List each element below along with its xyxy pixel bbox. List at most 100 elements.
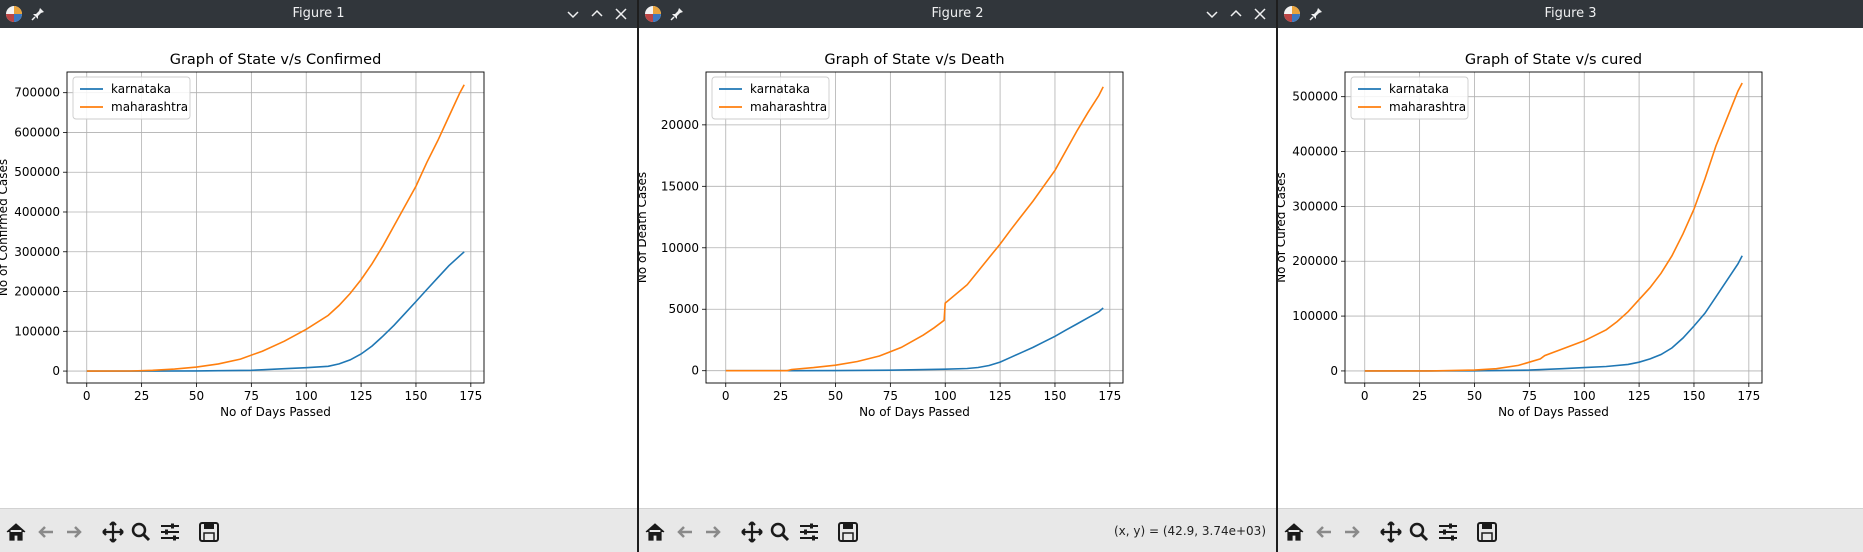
home-button[interactable]: [642, 519, 668, 545]
window-separator: [1276, 0, 1278, 552]
x-tick-label: 175: [1098, 389, 1121, 403]
y-tick-label: 20000: [661, 118, 699, 132]
pin-icon[interactable]: [1306, 4, 1326, 24]
x-tick-label: 75: [1522, 389, 1537, 403]
cursor-coordinates: (x, y) = (42.9, 3.74e+03): [1113, 524, 1266, 538]
plot-canvas[interactable]: 0 25 50 75 100 125 150 175 0 100000 200000 300000 40…: [1278, 28, 1863, 508]
legend-box: [72, 76, 191, 120]
window-title: Figure 1: [292, 6, 345, 21]
app-icon[interactable]: [1282, 4, 1302, 24]
x-tick-label: 100: [1573, 389, 1596, 403]
line-chart: 0 25 50 75 100 125 150 175 0 100000 200000 300000 40…: [0, 52, 485, 419]
figure-window-3: Figure 3 0 25 50 75 100 125 150 175 0 100000 20000…: [1278, 0, 1863, 552]
legend-box: [1350, 76, 1469, 120]
title-bar[interactable]: Figure 3: [1278, 0, 1863, 28]
plot-canvas[interactable]: 0 25 50 75 100 125 150 175 0 5000 10000 15000 20000 G…: [639, 28, 1276, 508]
x-tick-label: 0: [83, 389, 91, 403]
x-tick-label: 75: [244, 389, 259, 403]
y-tick-label: 10000: [661, 241, 699, 255]
home-button[interactable]: [1281, 519, 1307, 545]
title-bar[interactable]: Figure 1: [0, 0, 637, 28]
y-axis-label: No of Confirmed Cases: [0, 159, 10, 296]
x-tick-label: 175: [459, 389, 482, 403]
save-button[interactable]: [196, 519, 222, 545]
app-icon[interactable]: [643, 4, 663, 24]
y-axis-label: No of Death Cases: [639, 172, 649, 283]
forward-button[interactable]: [61, 519, 87, 545]
minimize-button[interactable]: [563, 4, 583, 24]
window-separator: [637, 0, 639, 552]
axes-frame: [1344, 71, 1763, 384]
y-tick-label: 600000: [14, 125, 60, 139]
x-tick-label: 150: [1683, 389, 1706, 403]
y-tick-label: 0: [1330, 364, 1338, 378]
zoom-button[interactable]: [128, 519, 154, 545]
x-tick-label: 125: [350, 389, 373, 403]
back-button[interactable]: [33, 519, 59, 545]
x-tick-label: 125: [1628, 389, 1651, 403]
maximize-button[interactable]: [587, 4, 607, 24]
figure-window-2: Figure 2 0 25 50 75 100 125 150 175 0 5000 10000 15…: [639, 0, 1276, 552]
x-tick-label: 100: [295, 389, 318, 403]
forward-button[interactable]: [1339, 519, 1365, 545]
maximize-button[interactable]: [1226, 4, 1246, 24]
close-button[interactable]: [611, 4, 631, 24]
axes-frame: [705, 71, 1124, 384]
x-tick-label: 25: [1412, 389, 1427, 403]
save-button[interactable]: [1474, 519, 1500, 545]
configure-subplots-button[interactable]: [157, 519, 183, 545]
series-line-maharashtra: [725, 86, 1104, 372]
legend-label-karnataka: karnataka: [1389, 82, 1449, 96]
legend-label-maharashtra: maharashtra: [111, 100, 188, 114]
pin-icon[interactable]: [667, 4, 687, 24]
figure-window-1: Figure 1 0 25 50 75 100 125 150 175 0 100000 20000…: [0, 0, 637, 552]
minimize-button[interactable]: [1202, 4, 1222, 24]
series-line-maharashtra: [1364, 82, 1743, 372]
close-button[interactable]: [1250, 4, 1270, 24]
save-button[interactable]: [835, 519, 861, 545]
app-icon[interactable]: [4, 4, 24, 24]
zoom-button[interactable]: [1406, 519, 1432, 545]
navigation-toolbar: (x, y) = (42.9, 3.74e+03): [639, 508, 1276, 552]
y-tick-label: 500000: [1292, 90, 1338, 104]
series-line-karnataka: [86, 251, 465, 372]
title-bar[interactable]: Figure 2: [639, 0, 1276, 28]
pan-button[interactable]: [1378, 519, 1404, 545]
y-tick-label: 5000: [668, 302, 699, 316]
line-chart: 0 25 50 75 100 125 150 175 0 100000 200000 300000 40…: [1278, 52, 1763, 419]
legend-label-maharashtra: maharashtra: [750, 100, 827, 114]
y-tick-label: 0: [52, 364, 60, 378]
y-tick-label: 300000: [14, 245, 60, 259]
y-tick-label: 400000: [1292, 145, 1338, 159]
zoom-button[interactable]: [767, 519, 793, 545]
series-line-karnataka: [725, 307, 1104, 372]
chart-title: Graph of State v/s Death: [824, 52, 1004, 68]
configure-subplots-button[interactable]: [796, 519, 822, 545]
configure-subplots-button[interactable]: [1435, 519, 1461, 545]
legend-box: [711, 76, 830, 120]
x-tick-label: 50: [189, 389, 204, 403]
x-tick-label: 0: [722, 389, 730, 403]
y-tick-label: 700000: [14, 86, 60, 100]
series-line-karnataka: [1364, 255, 1743, 372]
x-axis-label: No of Days Passed: [859, 405, 970, 419]
y-tick-label: 500000: [14, 165, 60, 179]
legend-label-maharashtra: maharashtra: [1389, 100, 1466, 114]
x-tick-label: 150: [1044, 389, 1067, 403]
x-tick-label: 50: [828, 389, 843, 403]
y-tick-label: 200000: [1292, 254, 1338, 268]
pin-icon[interactable]: [28, 4, 48, 24]
forward-button[interactable]: [700, 519, 726, 545]
back-button[interactable]: [672, 519, 698, 545]
pan-button[interactable]: [100, 519, 126, 545]
home-button[interactable]: [3, 519, 29, 545]
x-axis-label: No of Days Passed: [1498, 405, 1609, 419]
navigation-toolbar: [0, 508, 637, 552]
plot-canvas[interactable]: 0 25 50 75 100 125 150 175 0 100000 200000 300000 40…: [0, 28, 637, 508]
y-tick-label: 0: [691, 364, 699, 378]
x-tick-label: 175: [1737, 389, 1760, 403]
back-button[interactable]: [1311, 519, 1337, 545]
pan-button[interactable]: [739, 519, 765, 545]
window-title: Figure 2: [931, 6, 984, 21]
y-tick-label: 200000: [14, 285, 60, 299]
